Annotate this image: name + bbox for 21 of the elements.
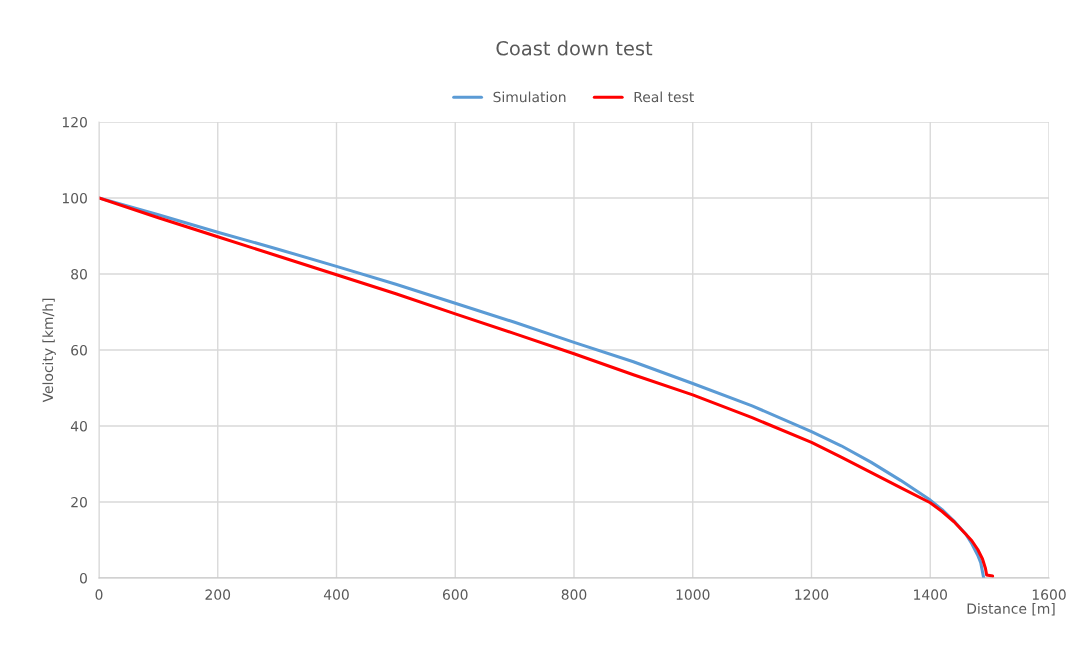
x-tick-label: 600 [442, 589, 468, 600]
y-tick-label: 60 [71, 344, 87, 356]
x-tick-label: 800 [561, 589, 587, 600]
x-tick-label: 1200 [795, 589, 829, 600]
x-axis-title: Distance [m] [967, 603, 1055, 616]
y-tick-label: 20 [71, 496, 87, 508]
y-tick-label: 0 [79, 572, 87, 584]
y-tick-label: 80 [71, 268, 87, 280]
y-tick-label: 120 [62, 116, 87, 128]
chart-title: Coast down test [496, 40, 653, 56]
legend-label: Real test [634, 91, 694, 103]
y-tick-label: 100 [62, 192, 87, 204]
x-tick-label: 400 [323, 589, 349, 600]
legend-label: Simulation [493, 91, 566, 103]
x-tick-label: 200 [205, 589, 231, 600]
y-tick-label: 40 [70, 420, 87, 432]
x-tick-label: 0 [95, 589, 103, 600]
x-tick-label: 1600 [1032, 589, 1066, 600]
x-tick-label: 1000 [676, 589, 710, 600]
y-axis-title: Velocity [km/h] [42, 298, 56, 403]
x-tick-label: 1400 [914, 589, 947, 600]
